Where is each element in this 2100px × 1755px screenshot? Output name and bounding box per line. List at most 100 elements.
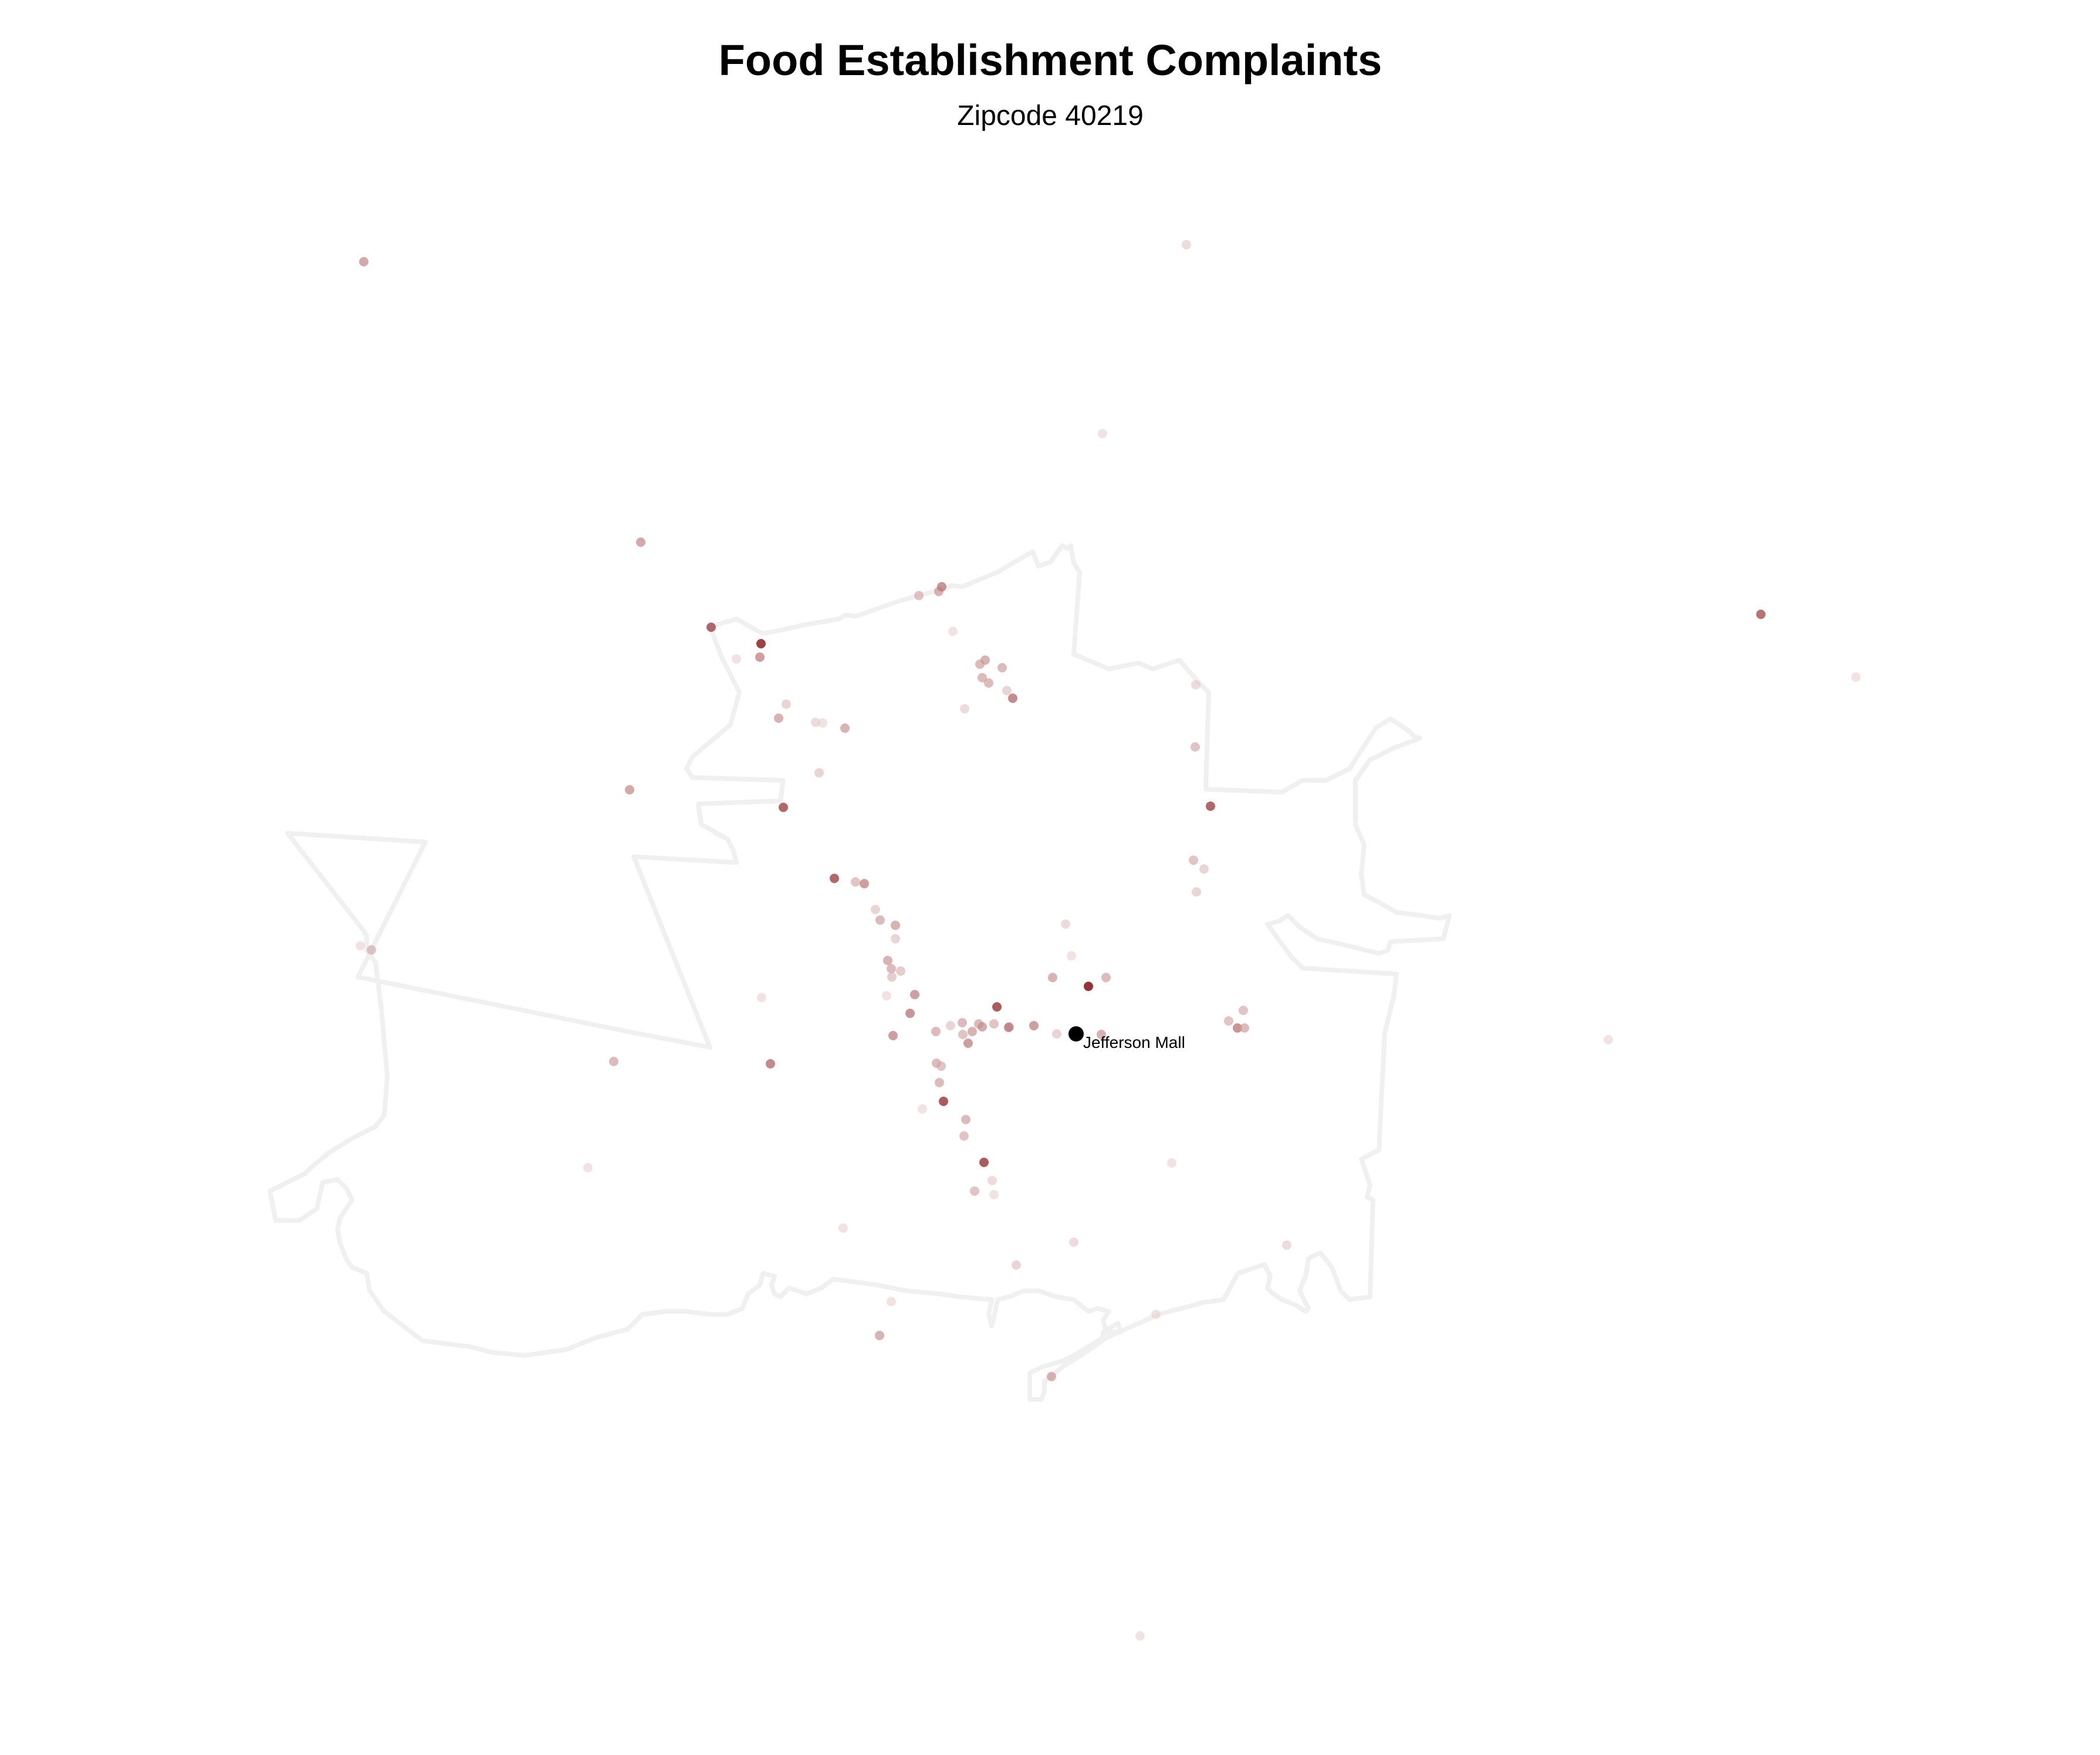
complaint-point	[1067, 951, 1076, 961]
complaint-point	[636, 537, 645, 547]
complaint-point	[625, 785, 634, 794]
complaint-point	[1048, 973, 1057, 982]
complaint-points	[356, 240, 1861, 1641]
complaint-point	[811, 718, 820, 727]
complaint-point	[984, 678, 993, 688]
complaint-point	[887, 1297, 896, 1306]
complaint-point	[989, 1190, 999, 1199]
complaint-point	[1097, 1030, 1106, 1039]
complaint-point	[887, 972, 897, 982]
complaint-point	[1224, 1016, 1233, 1026]
landmark-label: Jefferson Mall	[1083, 1033, 1185, 1051]
complaint-point	[937, 582, 946, 591]
complaint-point	[732, 654, 741, 664]
complaint-point	[756, 639, 766, 648]
complaint-point	[367, 945, 376, 955]
complaint-point	[1189, 855, 1198, 865]
complaint-point	[1151, 1310, 1161, 1319]
complaint-point	[875, 1331, 884, 1340]
zipcode-boundary	[268, 543, 1452, 1402]
complaint-point	[979, 1158, 989, 1167]
complaint-point	[766, 1059, 775, 1068]
complaint-point	[755, 652, 765, 662]
complaint-point	[883, 956, 892, 965]
complaint-point	[840, 723, 850, 733]
complaint-point	[1167, 1158, 1176, 1168]
complaint-point	[1239, 1006, 1248, 1015]
complaint-point	[1052, 1029, 1061, 1039]
complaint-point	[774, 714, 783, 723]
complaint-point	[958, 1018, 967, 1027]
complaint-point	[1756, 610, 1766, 619]
complaint-point	[968, 1027, 977, 1036]
complaint-point	[948, 627, 958, 636]
complaint-point	[1192, 887, 1201, 897]
complaint-point	[583, 1163, 593, 1172]
complaint-point	[860, 879, 869, 888]
complaint-point	[914, 591, 924, 600]
complaint-point	[882, 991, 891, 1000]
complaint-point	[918, 1104, 927, 1114]
complaint-point	[931, 1027, 941, 1036]
complaint-point	[814, 768, 824, 777]
complaint-point	[838, 1223, 848, 1233]
complaint-point	[1047, 1372, 1056, 1381]
complaint-point	[1002, 686, 1012, 695]
complaint-point	[891, 934, 900, 944]
complaint-point	[980, 655, 990, 665]
complaint-point	[1191, 742, 1200, 752]
complaint-point	[1206, 802, 1215, 811]
complaint-point	[970, 1186, 979, 1196]
complaint-point	[935, 1078, 944, 1087]
complaint-point	[818, 718, 827, 728]
complaint-point	[359, 257, 368, 266]
complaint-point	[978, 1022, 987, 1032]
complaint-point	[936, 1061, 946, 1071]
complaint-point	[891, 921, 900, 930]
complaint-point	[1084, 982, 1093, 991]
complaint-point	[888, 1031, 898, 1040]
complaint-point	[997, 663, 1007, 672]
complaint-point	[1182, 240, 1191, 249]
complaint-point	[1191, 680, 1201, 689]
complaint-point	[958, 1030, 968, 1039]
complaint-point	[989, 1019, 999, 1029]
complaint-point	[963, 1039, 973, 1048]
complaint-point	[1004, 1023, 1013, 1032]
complaint-point	[1029, 1021, 1039, 1030]
complaint-point	[1061, 919, 1070, 929]
complaint-point	[1012, 1260, 1021, 1270]
complaint-point	[1101, 973, 1111, 982]
complaint-point	[1069, 1237, 1078, 1247]
complaint-point	[779, 803, 788, 812]
complaint-point	[946, 1021, 955, 1030]
complaint-point	[706, 623, 716, 632]
complaint-point	[887, 964, 896, 973]
complaint-point	[871, 905, 880, 914]
complaint-point	[356, 941, 365, 951]
complaint-point	[609, 1057, 618, 1066]
complaint-point	[905, 1009, 915, 1018]
complaint-point	[960, 704, 969, 714]
landmark-marker	[1068, 1026, 1084, 1041]
complaint-point	[896, 966, 905, 976]
complaint-point	[978, 673, 987, 682]
complaint-point	[851, 877, 860, 887]
complaint-point	[1240, 1023, 1249, 1033]
complaint-point	[939, 1097, 948, 1106]
complaint-point	[782, 699, 791, 709]
complaint-point	[910, 990, 919, 999]
complaint-point	[875, 915, 885, 925]
complaint-point	[1282, 1240, 1291, 1250]
complaint-point	[1233, 1023, 1242, 1033]
map-title: Food Establishment Complaints	[719, 36, 1382, 84]
complaint-point	[1851, 672, 1861, 682]
complaint-point	[757, 993, 766, 1002]
map-subtitle: Zipcode 40219	[957, 100, 1144, 131]
complaint-point	[1098, 429, 1107, 438]
complaint-point	[1604, 1035, 1613, 1044]
complaint-point	[1135, 1631, 1145, 1641]
complaint-point	[988, 1176, 997, 1185]
complaint-point	[830, 874, 839, 883]
